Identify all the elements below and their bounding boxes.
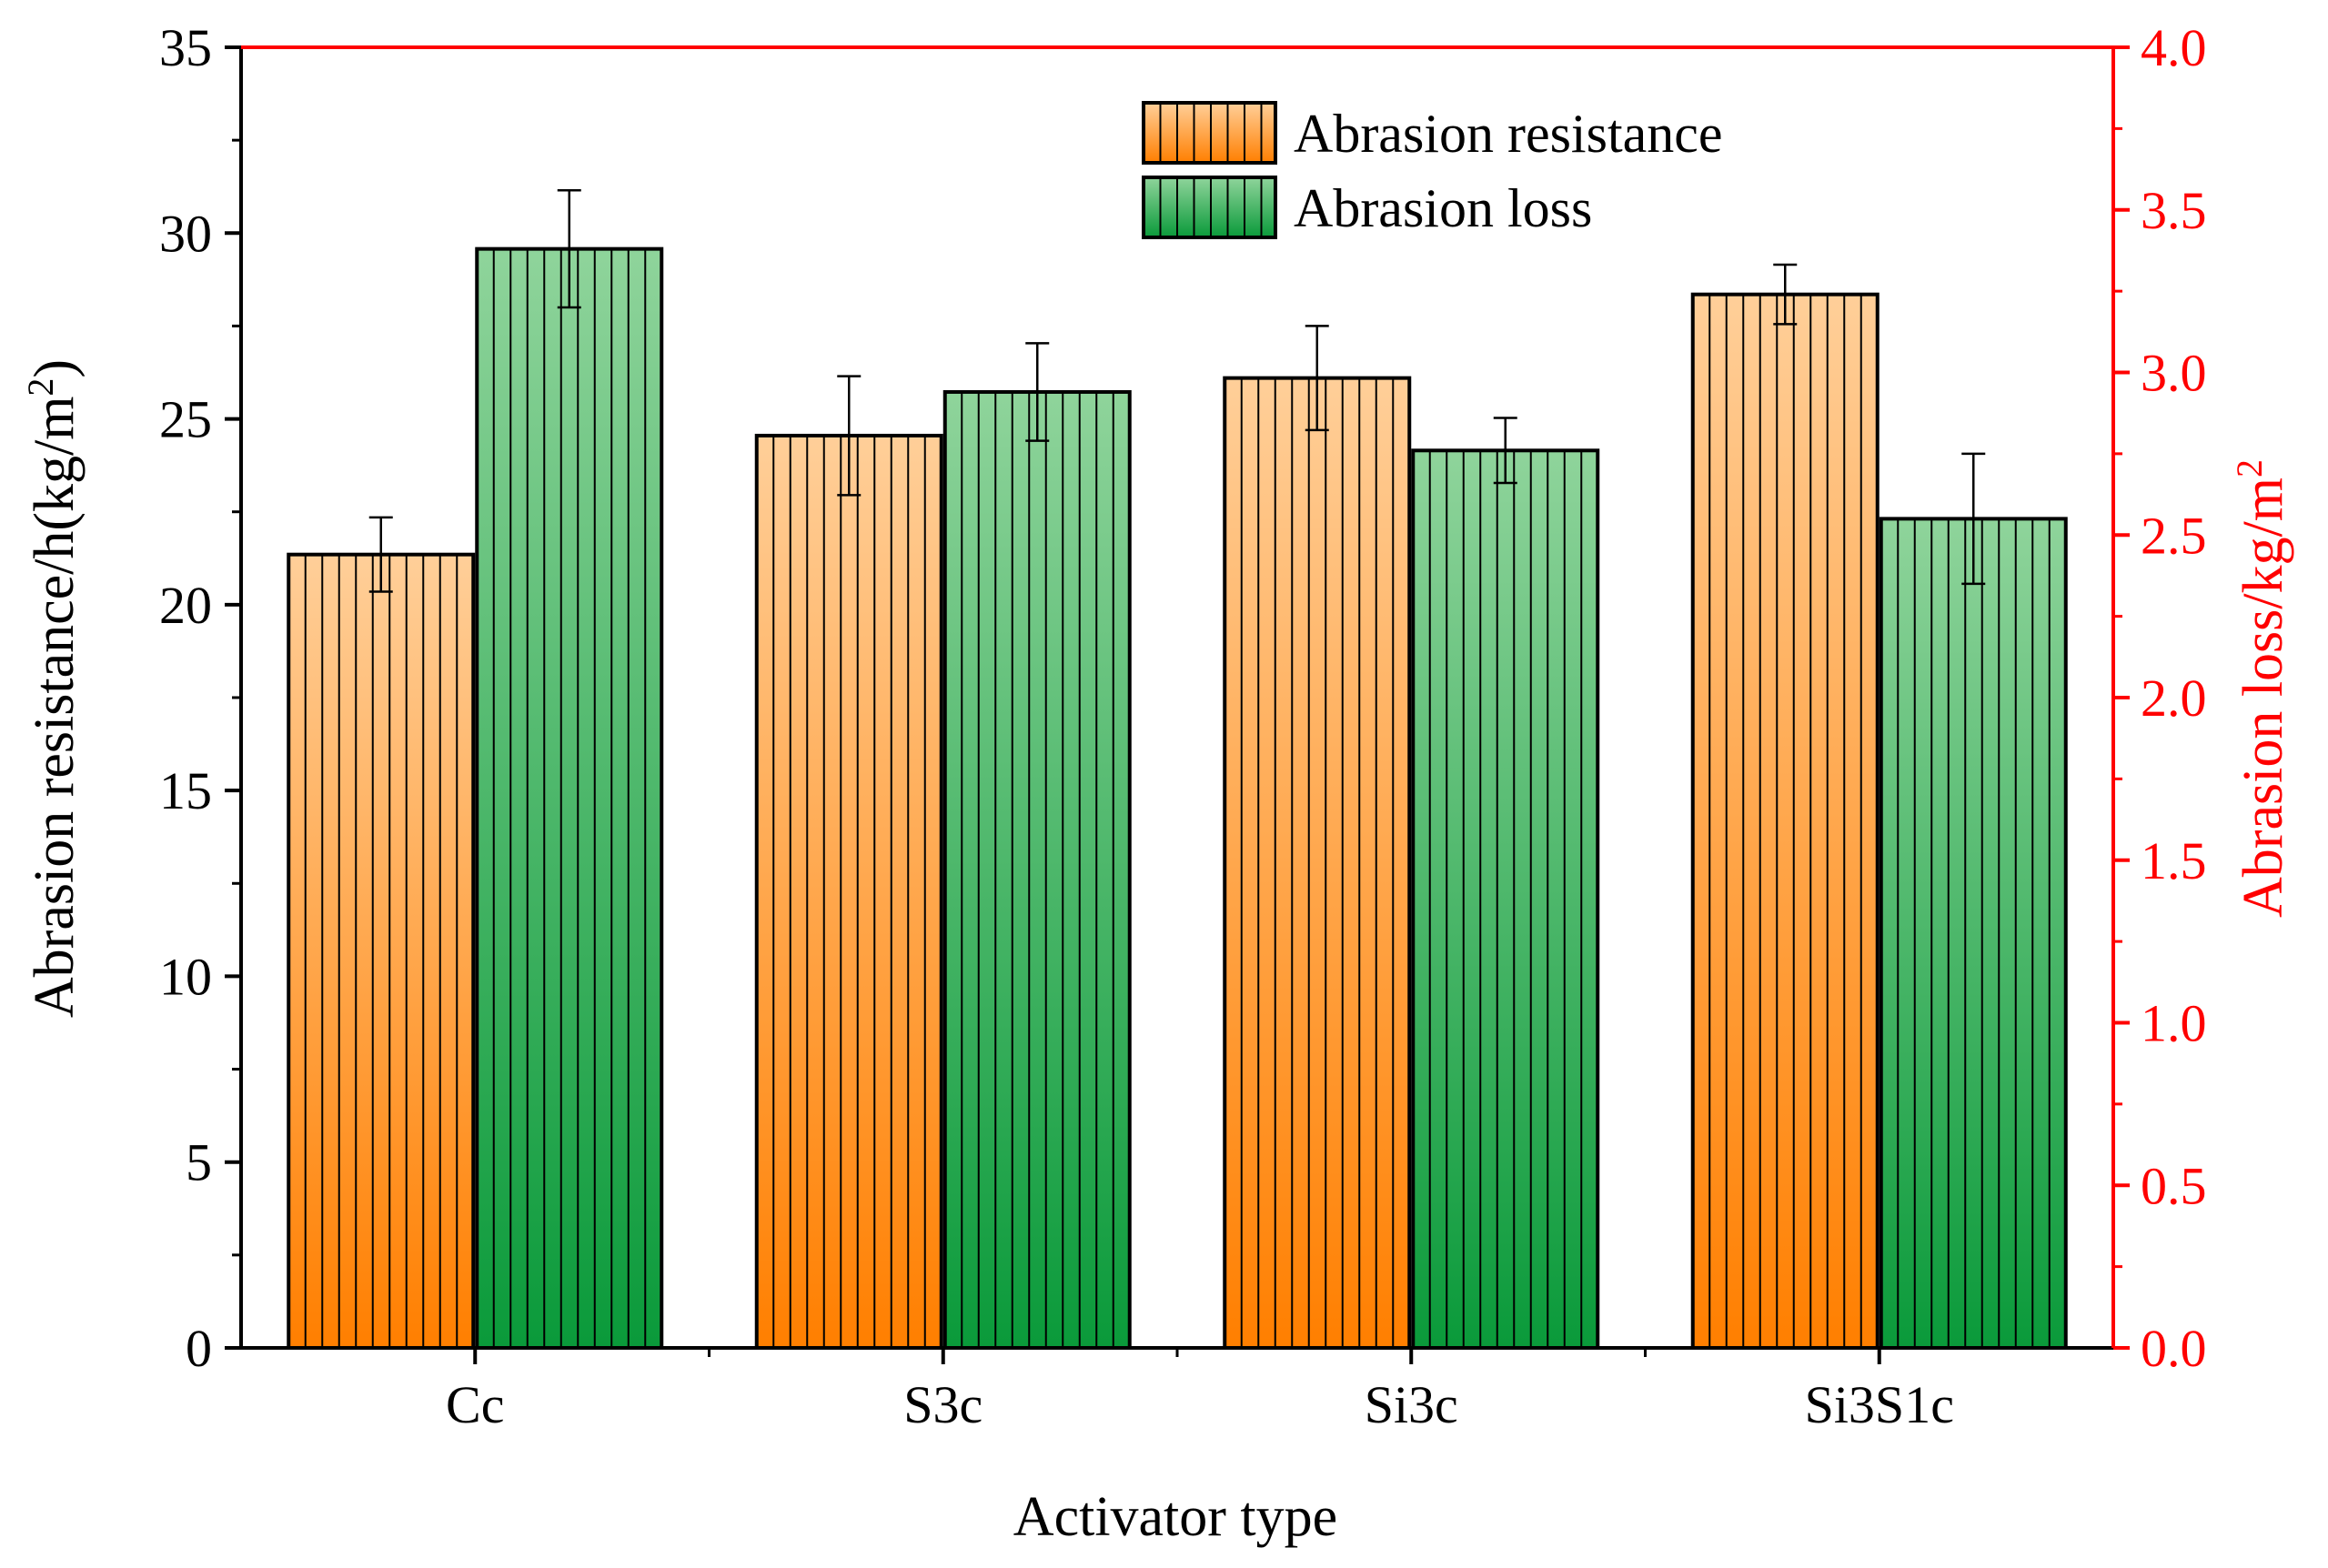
bar-fill	[477, 248, 662, 1348]
error-bar-abrasion-loss-s3c	[1025, 342, 1050, 442]
y-right-tick-label: 0.0	[2141, 1319, 2207, 1378]
bar-fill	[1413, 450, 1598, 1348]
y-axis-right-title: Abrasion loss/kg/m2	[2229, 459, 2294, 918]
y-left-tick-label: 15	[159, 761, 212, 820]
legend-item-abrasion-resistance: Abrasion resistance	[1142, 101, 1723, 165]
bar-fill	[944, 391, 1130, 1349]
error-bar-abrasion-resistance-s3c	[837, 375, 862, 497]
x-tick-label: Si3c	[1365, 1375, 1458, 1434]
y-left-tick-label: 10	[159, 947, 212, 1006]
y-right-tick-label: 3.5	[2141, 181, 2207, 240]
bar-abrasion-resistance-si3c	[1223, 376, 1412, 1351]
legend-swatch-fill	[1144, 103, 1275, 163]
bar-fill	[288, 554, 474, 1348]
y-left-tick-label: 5	[186, 1133, 212, 1192]
y-left-tick-label: 20	[159, 576, 212, 635]
axes-layer: 0 5 10 15 20 25 30 35 0.0 0.5 1.0 1.5 2.0 2.5 3.0 3.5 4.…	[159, 18, 2207, 1434]
y-left-tick-label: 30	[159, 204, 212, 263]
y-right-tick-label: 2.0	[2141, 668, 2207, 728]
bar-abrasion-resistance-cc	[287, 552, 476, 1350]
legend-label: Abrasion resistance	[1294, 104, 1723, 164]
y-axis-left-title-main: Abrasion resistance/h(kg/m	[24, 397, 86, 1019]
error-bar-abrasion-loss-si3s1c	[1961, 452, 1986, 586]
y-axis-right-title-main: Abrasion loss/kg/m	[2232, 477, 2294, 918]
bar-abrasion-resistance-si3s1c	[1690, 292, 1880, 1351]
y-axis-left-title-sup: 2	[20, 378, 61, 397]
error-bar-abrasion-resistance-si3s1c	[1773, 263, 1798, 326]
bar-abrasion-loss-si3s1c	[1879, 517, 2068, 1350]
y-axis-left-title-close: )	[24, 359, 86, 378]
bars-layer	[287, 189, 2068, 1351]
y-axis-right-title-sup: 2	[2229, 459, 2270, 477]
bar-abrasion-loss-cc	[475, 246, 664, 1350]
y-right-tick-label: 3.0	[2141, 344, 2207, 403]
error-bar-abrasion-resistance-cc	[368, 516, 393, 593]
x-tick-label: S3c	[903, 1375, 983, 1434]
bar-abrasion-resistance-s3c	[754, 433, 943, 1350]
legend-swatch-outline	[1142, 176, 1277, 239]
y-right-tick-label: 0.5	[2141, 1156, 2207, 1215]
y-right-tick-label: 2.5	[2141, 506, 2207, 565]
x-tick-label: Si3S1c	[1805, 1375, 1954, 1434]
y-left-tick-label: 0	[186, 1319, 212, 1378]
bar-abrasion-loss-si3c	[1411, 448, 1600, 1350]
y-left-tick-label: 35	[159, 18, 212, 77]
bar-fill	[756, 435, 942, 1348]
legend-item-abrasion-loss: Abrasion loss	[1142, 176, 1592, 239]
y-right-tick-label: 1.5	[2141, 831, 2207, 890]
x-axis-title: Activator type	[1013, 1486, 1337, 1548]
bar-fill	[1692, 294, 1878, 1349]
bar-fill	[1224, 377, 1410, 1349]
legend-swatch-outline	[1142, 101, 1277, 165]
y-axis-left-title: Abrasion resistance/h(kg/m2)	[20, 359, 86, 1018]
y-right-tick-label: 1.0	[2141, 994, 2207, 1053]
error-bar-abrasion-loss-si3c	[1493, 417, 1517, 485]
legend-swatch-fill	[1144, 177, 1275, 237]
legend-label: Abrasion loss	[1294, 178, 1592, 238]
y-right-tick-label: 4.0	[2141, 18, 2207, 77]
error-bar-abrasion-loss-cc	[557, 189, 581, 309]
error-bar-abrasion-resistance-si3c	[1305, 325, 1329, 432]
y-left-tick-label: 25	[159, 390, 212, 449]
bar-fill	[1880, 518, 2066, 1348]
legend: Abrasion resistance Abrasion loss	[1142, 101, 1723, 239]
x-tick-label: Cc	[446, 1375, 504, 1434]
bar-abrasion-loss-s3c	[942, 389, 1132, 1351]
